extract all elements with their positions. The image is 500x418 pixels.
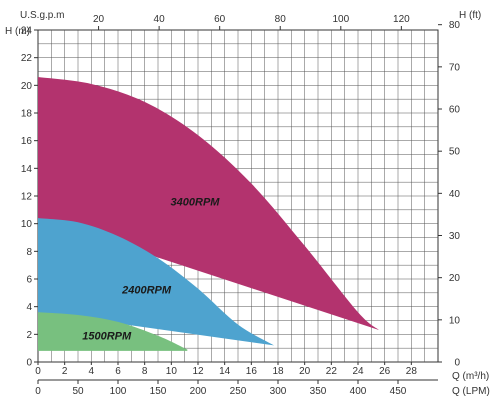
tick-label-right: 20 xyxy=(449,273,461,284)
tick-label-bottom-primary: 12 xyxy=(192,366,204,377)
series-label-3400rpm: 3400RPM xyxy=(171,196,221,208)
tick-label-left: 10 xyxy=(21,219,33,230)
tick-label-bottom-primary: 0 xyxy=(35,366,41,377)
tick-label-bottom-secondary: 350 xyxy=(310,386,327,397)
tick-label-bottom-secondary: 450 xyxy=(390,386,407,397)
tick-label-right: 70 xyxy=(449,62,461,73)
tick-label-bottom-primary: 28 xyxy=(406,366,418,377)
tick-label-top: 40 xyxy=(154,14,166,25)
tick-label-bottom-primary: 26 xyxy=(379,366,391,377)
tick-label-right: 40 xyxy=(449,189,461,200)
tick-label-bottom-primary: 14 xyxy=(219,366,231,377)
tick-label-bottom-primary: 20 xyxy=(299,366,311,377)
tick-label-bottom-primary: 10 xyxy=(166,366,178,377)
tick-label-left: 16 xyxy=(21,136,33,147)
tick-label-left: 0 xyxy=(26,358,32,369)
axis-title-bottom-primary: Q (m³/h) xyxy=(452,371,489,382)
tick-label-bottom-primary: 24 xyxy=(352,366,364,377)
tick-label-top: 80 xyxy=(275,14,287,25)
area-3400rpm xyxy=(38,77,380,331)
tick-label-top: 60 xyxy=(214,14,226,25)
tick-label-bottom-secondary: 250 xyxy=(230,386,247,397)
tick-label-bottom-secondary: 400 xyxy=(350,386,367,397)
tick-label-top: 100 xyxy=(332,14,349,25)
tick-label-bottom-secondary: 100 xyxy=(110,386,127,397)
tick-label-left: 24 xyxy=(21,26,33,37)
series-label-2400rpm: 2400RPM xyxy=(121,285,172,297)
tick-label-left: 22 xyxy=(21,53,33,64)
tick-label-bottom-secondary: 50 xyxy=(72,386,84,397)
tick-label-bottom-secondary: 300 xyxy=(270,386,287,397)
tick-label-bottom-primary: 8 xyxy=(142,366,148,377)
tick-label-bottom-secondary: 150 xyxy=(150,386,167,397)
axis-title-left: H (m) xyxy=(5,26,30,37)
tick-label-left: 18 xyxy=(21,109,33,120)
tick-label-top: 120 xyxy=(393,14,410,25)
tick-label-bottom-primary: 4 xyxy=(89,366,95,377)
series-label-1500rpm: 1500RPM xyxy=(82,330,132,342)
tick-label-left: 2 xyxy=(26,330,32,341)
area-1500rpm xyxy=(38,312,188,351)
tick-label-left: 14 xyxy=(21,164,33,175)
area-2400rpm xyxy=(38,218,274,346)
axis-title-right: H (ft) xyxy=(459,10,481,21)
tick-label-right: 10 xyxy=(449,315,461,326)
axis-title-top: U.S.g.p.m xyxy=(20,10,64,21)
tick-label-bottom-secondary: 0 xyxy=(35,386,41,397)
tick-label-bottom-primary: 18 xyxy=(272,366,284,377)
tick-label-left: 8 xyxy=(26,247,32,258)
axis-title-bottom-secondary: Q (LPM) xyxy=(452,386,490,397)
tick-label-right: 50 xyxy=(449,147,461,158)
tick-label-left: 20 xyxy=(21,81,33,92)
tick-label-bottom-primary: 6 xyxy=(115,366,121,377)
tick-label-bottom-secondary: 200 xyxy=(190,386,207,397)
tick-label-left: 6 xyxy=(26,275,32,286)
tick-label-left: 12 xyxy=(21,192,33,203)
tick-label-bottom-primary: 2 xyxy=(62,366,68,377)
tick-label-right: 80 xyxy=(449,20,461,31)
tick-label-bottom-primary: 16 xyxy=(246,366,258,377)
tick-label-top: 20 xyxy=(93,14,105,25)
tick-label-left: 4 xyxy=(26,302,32,313)
tick-label-bottom-primary: 22 xyxy=(326,366,338,377)
tick-label-right: 60 xyxy=(449,105,461,116)
tick-label-right: 30 xyxy=(449,231,461,242)
tick-label-right: 0 xyxy=(454,358,460,369)
